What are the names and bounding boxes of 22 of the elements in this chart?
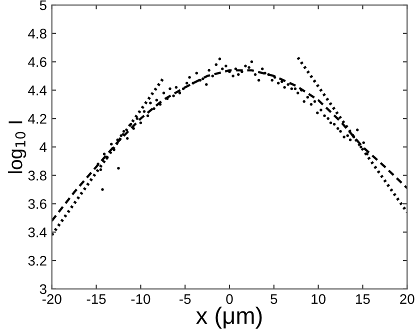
x-tick-label: 5 [270, 294, 278, 304]
x-tick-label: -10 [131, 294, 150, 304]
y-tick-label: 4.4 [28, 86, 47, 96]
y-tick-label: 4.2 [28, 114, 46, 124]
y-tick-label: 3.8 [28, 170, 46, 181]
x-tick-label: 15 [356, 294, 370, 304]
x-axis-title: x (μm) [196, 306, 262, 329]
y-tick-label: 4.8 [28, 28, 46, 39]
x-tick-label: 0 [226, 294, 233, 304]
x-tick-label: -20 [42, 294, 62, 304]
x-tick-label: 20 [400, 294, 414, 304]
y-tick-label: 5 [40, 0, 46, 10]
x-tick-label: -15 [86, 294, 106, 304]
y-tick-label: 3.2 [28, 256, 46, 266]
y-axis-title: log$_{10}$ I [8, 121, 26, 174]
y-tick-label: 3.4 [28, 227, 47, 238]
x-tick-label: 10 [312, 294, 326, 304]
y-tick-label: 4.6 [28, 57, 46, 67]
x-tick-label: -5 [180, 294, 191, 304]
y-tick-label: 3 [40, 284, 46, 294]
y-tick-label: 4 [40, 142, 47, 152]
y-tick-label: 3.6 [28, 199, 46, 209]
